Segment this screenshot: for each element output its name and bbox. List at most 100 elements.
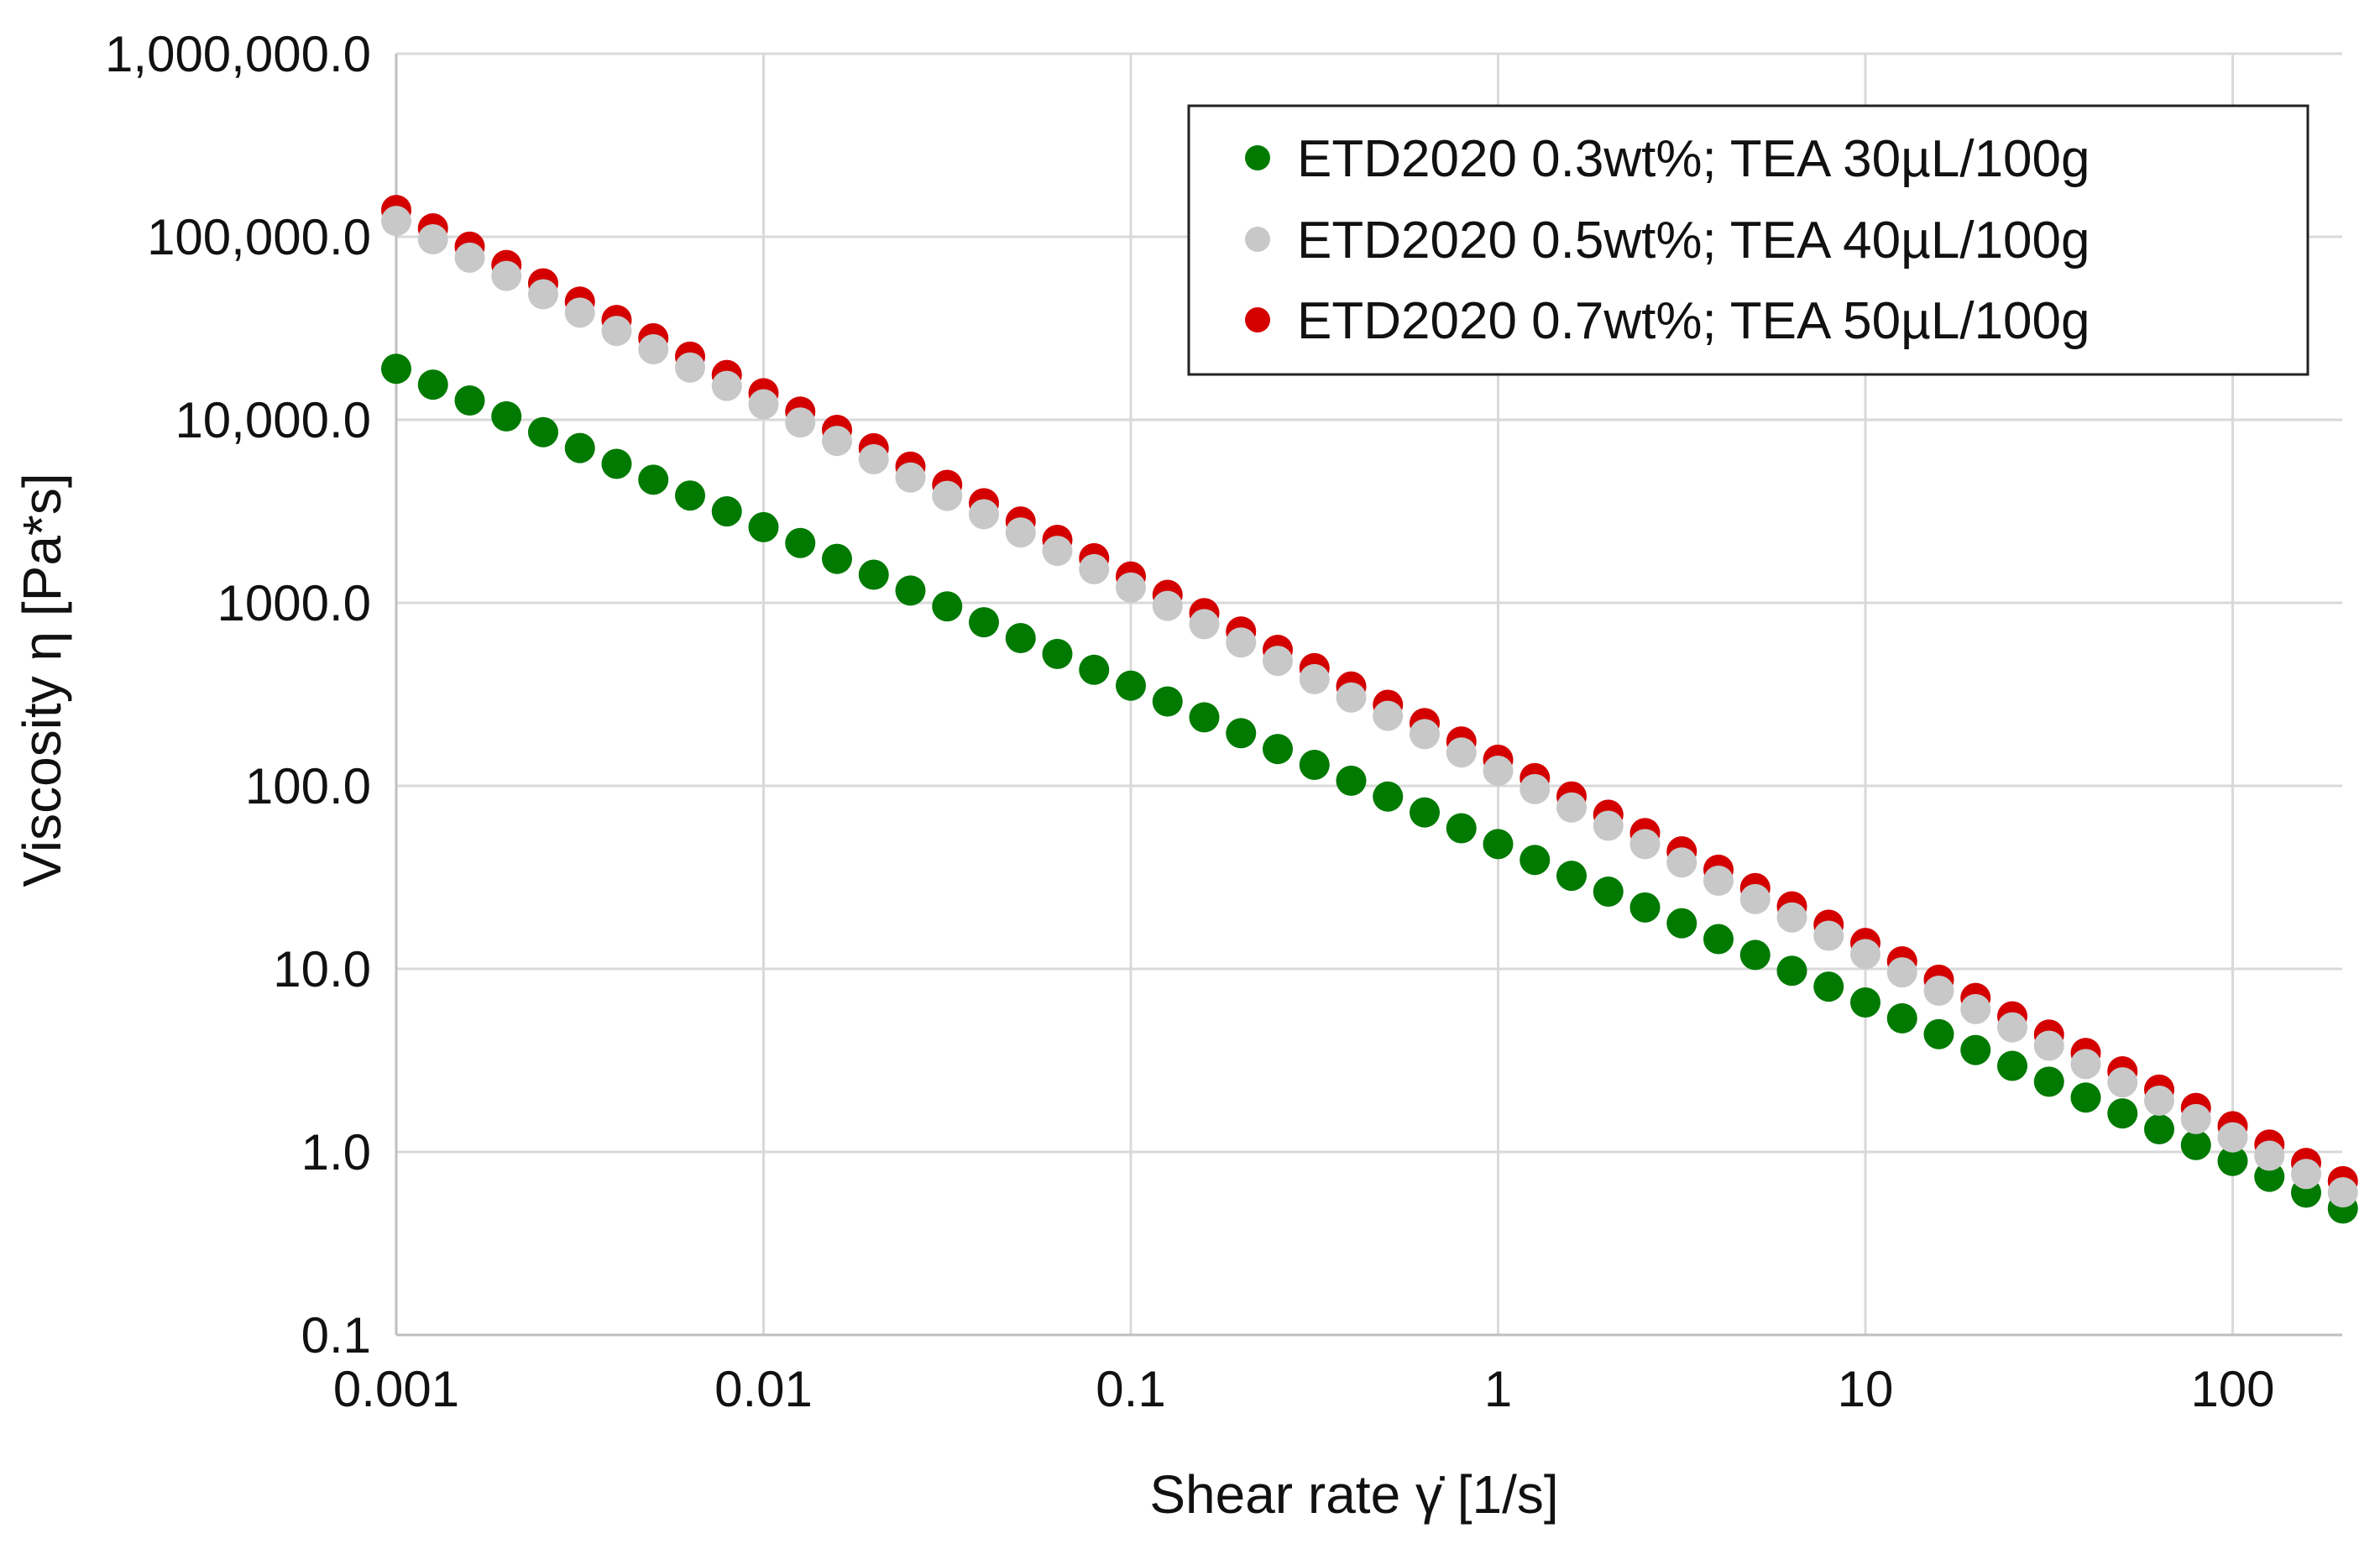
point-s1-53: [2327, 1177, 2358, 1208]
point-s0-20: [1116, 670, 1146, 701]
point-s1-33: [1593, 810, 1624, 841]
point-s1-36: [1703, 866, 1734, 897]
point-s0-35: [1666, 908, 1697, 939]
legend-label-1: ETD2020 0.5wt%; TEA 40µL/100g: [1297, 212, 2090, 270]
tick-labels: 0.1 1.0 10.0 100.0 1000.0 10,000.0 100,000.0 1,…: [105, 26, 2275, 1417]
point-s1-22: [1189, 609, 1220, 640]
point-s0-4: [528, 416, 558, 447]
point-s1-47: [2107, 1067, 2138, 1098]
point-s0-46: [2070, 1082, 2101, 1113]
point-s1-12: [822, 426, 852, 457]
point-s1-21: [1152, 590, 1183, 621]
legend-box: [1187, 104, 2309, 376]
point-s0-15: [932, 591, 963, 622]
point-s1-3: [491, 260, 522, 291]
point-s1-44: [1997, 1012, 2027, 1043]
point-s1-48: [2144, 1085, 2174, 1116]
x-tick-label-1: 0.01: [714, 1361, 813, 1417]
point-s0-18: [1042, 638, 1073, 669]
point-s0-51: [2254, 1161, 2285, 1192]
point-s0-27: [1373, 781, 1404, 812]
point-s1-7: [638, 333, 669, 364]
point-s0-37: [1739, 939, 1771, 971]
point-s1-34: [1629, 829, 1661, 860]
series-1: [381, 206, 2358, 1208]
point-s1-10: [748, 389, 779, 420]
point-s0-34: [1629, 892, 1661, 923]
point-s1-5: [564, 297, 595, 328]
point-s1-31: [1520, 773, 1551, 804]
point-s1-1: [417, 224, 448, 255]
point-s1-23: [1226, 627, 1257, 658]
point-s0-30: [1483, 829, 1514, 860]
point-s1-0: [381, 206, 411, 237]
point-s1-49: [2180, 1103, 2211, 1134]
legend-label-0: ETD2020 0.3wt%; TEA 30µL/100g: [1297, 130, 2090, 188]
point-s0-13: [858, 559, 889, 590]
legend-marker-1: [1245, 227, 1270, 252]
point-s1-51: [2254, 1140, 2285, 1171]
point-s1-37: [1739, 883, 1771, 914]
y-tick-label-6: 100,000.0: [147, 209, 371, 265]
point-s1-16: [969, 499, 999, 530]
y-tick-label-2: 10.0: [273, 941, 371, 997]
point-s1-46: [2070, 1049, 2101, 1080]
point-s0-28: [1410, 797, 1440, 828]
point-s1-8: [675, 352, 705, 383]
point-s1-26: [1336, 682, 1367, 713]
point-s0-8: [675, 480, 705, 511]
x-tick-label-4: 10: [1838, 1361, 1894, 1417]
point-s0-38: [1776, 955, 1807, 987]
point-s1-13: [858, 443, 889, 474]
legend-entry-2: ETD2020 0.7wt%; TEA 50µL/100g: [1245, 292, 2090, 350]
point-s0-44: [1997, 1050, 2027, 1081]
y-tick-label-7: 1,000,000.0: [105, 26, 371, 82]
x-tick-label-2: 0.1: [1096, 1361, 1165, 1417]
legend-entry-1: ETD2020 0.5wt%; TEA 40µL/100g: [1245, 212, 2090, 270]
point-s0-24: [1263, 734, 1293, 765]
point-s0-6: [601, 448, 632, 479]
y-tick-label-3: 100.0: [245, 758, 371, 814]
y-axis-title: Viscosity η [Pa*s]: [12, 473, 72, 887]
point-s0-29: [1446, 813, 1477, 844]
point-s0-12: [822, 543, 852, 574]
point-s0-43: [1960, 1034, 1991, 1065]
point-s1-45: [2033, 1030, 2064, 1061]
point-s1-29: [1446, 737, 1477, 768]
point-s0-36: [1703, 924, 1734, 955]
x-tick-label-3: 1: [1484, 1361, 1512, 1417]
point-s0-9: [711, 496, 742, 527]
y-tick-label-0: 0.1: [301, 1307, 371, 1363]
point-s0-5: [564, 432, 595, 463]
point-s0-21: [1152, 686, 1183, 717]
point-s1-24: [1263, 646, 1293, 677]
point-s0-41: [1886, 1002, 1917, 1034]
legend-marker-2: [1245, 307, 1270, 332]
point-s1-38: [1776, 902, 1807, 933]
point-s0-11: [785, 527, 816, 558]
point-s0-39: [1813, 971, 1844, 1002]
point-s0-0: [381, 353, 411, 385]
legend-entry-0: ETD2020 0.3wt%; TEA 30µL/100g: [1245, 130, 2090, 188]
point-s0-7: [638, 464, 669, 495]
point-s1-41: [1886, 957, 1917, 988]
point-s1-25: [1299, 663, 1330, 694]
point-s1-15: [932, 480, 963, 511]
point-s0-42: [1923, 1018, 1954, 1049]
point-s0-2: [454, 385, 485, 416]
point-s0-10: [748, 511, 779, 542]
point-s0-22: [1189, 702, 1220, 733]
point-s1-52: [2291, 1159, 2321, 1190]
point-s1-42: [1923, 976, 1954, 1007]
point-s1-19: [1079, 553, 1110, 584]
y-tick-label-4: 1000.0: [217, 575, 371, 631]
point-s1-30: [1483, 756, 1514, 787]
point-s0-45: [2033, 1066, 2064, 1097]
point-s0-1: [417, 369, 448, 400]
point-s0-16: [969, 607, 999, 638]
point-s0-47: [2107, 1098, 2138, 1129]
legend-label-2: ETD2020 0.7wt%; TEA 50µL/100g: [1297, 292, 2090, 350]
y-tick-label-5: 10,000.0: [175, 392, 371, 448]
point-s1-17: [1005, 517, 1036, 548]
